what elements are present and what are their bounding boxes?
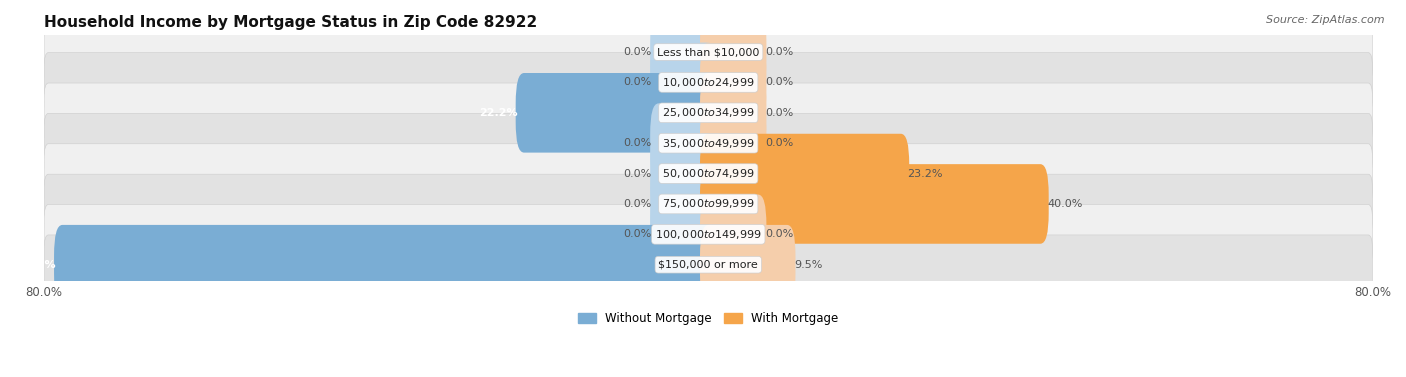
Text: 0.0%: 0.0% xyxy=(765,77,793,87)
FancyBboxPatch shape xyxy=(516,73,717,153)
FancyBboxPatch shape xyxy=(700,103,766,183)
FancyBboxPatch shape xyxy=(44,22,1372,82)
Text: $150,000 or more: $150,000 or more xyxy=(658,260,758,270)
FancyBboxPatch shape xyxy=(650,195,717,274)
Text: 0.0%: 0.0% xyxy=(765,47,793,57)
FancyBboxPatch shape xyxy=(700,12,766,92)
Text: 23.2%: 23.2% xyxy=(907,169,943,179)
FancyBboxPatch shape xyxy=(700,43,766,122)
Text: 0.0%: 0.0% xyxy=(624,199,652,209)
Text: $25,000 to $34,999: $25,000 to $34,999 xyxy=(662,106,755,119)
Text: $10,000 to $24,999: $10,000 to $24,999 xyxy=(662,76,755,89)
Text: 9.5%: 9.5% xyxy=(794,260,823,270)
Text: 0.0%: 0.0% xyxy=(624,47,652,57)
Text: 0.0%: 0.0% xyxy=(765,138,793,148)
FancyBboxPatch shape xyxy=(44,174,1372,234)
Text: 40.0%: 40.0% xyxy=(1047,199,1083,209)
FancyBboxPatch shape xyxy=(700,225,796,305)
Text: Source: ZipAtlas.com: Source: ZipAtlas.com xyxy=(1267,15,1385,25)
Text: 0.0%: 0.0% xyxy=(765,229,793,239)
FancyBboxPatch shape xyxy=(44,53,1372,112)
Text: $35,000 to $49,999: $35,000 to $49,999 xyxy=(662,137,755,150)
FancyBboxPatch shape xyxy=(650,164,717,244)
Text: $75,000 to $99,999: $75,000 to $99,999 xyxy=(662,198,755,210)
FancyBboxPatch shape xyxy=(700,134,910,213)
FancyBboxPatch shape xyxy=(650,103,717,183)
FancyBboxPatch shape xyxy=(44,205,1372,264)
FancyBboxPatch shape xyxy=(700,73,766,153)
Text: 0.0%: 0.0% xyxy=(624,229,652,239)
FancyBboxPatch shape xyxy=(44,83,1372,143)
FancyBboxPatch shape xyxy=(650,12,717,92)
Legend: Without Mortgage, With Mortgage: Without Mortgage, With Mortgage xyxy=(574,307,844,329)
Text: 77.8%: 77.8% xyxy=(17,260,56,270)
Text: 0.0%: 0.0% xyxy=(624,138,652,148)
FancyBboxPatch shape xyxy=(44,235,1372,294)
Text: 22.2%: 22.2% xyxy=(478,108,517,118)
FancyBboxPatch shape xyxy=(44,113,1372,173)
FancyBboxPatch shape xyxy=(700,195,766,274)
FancyBboxPatch shape xyxy=(44,144,1372,203)
FancyBboxPatch shape xyxy=(650,134,717,213)
Text: 0.0%: 0.0% xyxy=(624,169,652,179)
Text: 0.0%: 0.0% xyxy=(765,108,793,118)
Text: Household Income by Mortgage Status in Zip Code 82922: Household Income by Mortgage Status in Z… xyxy=(44,15,537,30)
Text: Less than $10,000: Less than $10,000 xyxy=(657,47,759,57)
Text: 0.0%: 0.0% xyxy=(624,77,652,87)
FancyBboxPatch shape xyxy=(650,43,717,122)
Text: $50,000 to $74,999: $50,000 to $74,999 xyxy=(662,167,755,180)
FancyBboxPatch shape xyxy=(53,225,717,305)
FancyBboxPatch shape xyxy=(700,164,1049,244)
Text: $100,000 to $149,999: $100,000 to $149,999 xyxy=(655,228,762,241)
